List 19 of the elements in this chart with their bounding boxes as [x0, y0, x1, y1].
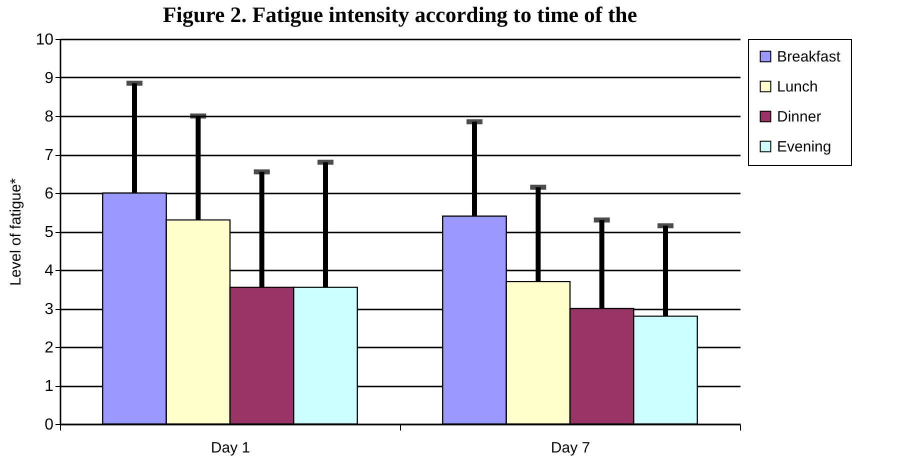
legend-label: Dinner	[777, 108, 822, 126]
y-tick-label: 10	[36, 32, 54, 48]
legend-label: Lunch	[777, 78, 818, 96]
y-tick-label: 4	[44, 262, 54, 280]
y-axis-title: Level of fatigue*	[8, 178, 25, 286]
y-tick-label: 8	[44, 108, 54, 126]
y-tick-label: 0	[44, 416, 54, 434]
y-tick-label: 9	[44, 70, 54, 87]
y-tick-label: 6	[44, 186, 54, 202]
chart-title: Figure 2. Fatigue intensity according to time of the	[162, 2, 638, 27]
y-tick-label: 7	[44, 147, 54, 164]
y-tick-label: 5	[44, 224, 54, 241]
legend-label: Evening	[777, 138, 832, 156]
y-tick-label: 2	[44, 340, 54, 356]
legend-label: Breakfast	[777, 48, 842, 66]
y-tick-label: 3	[44, 301, 54, 318]
x-tick-label: Day 7	[550, 440, 590, 456]
y-tick-label: 1	[44, 378, 54, 395]
x-tick-label: Day 1	[210, 440, 250, 456]
